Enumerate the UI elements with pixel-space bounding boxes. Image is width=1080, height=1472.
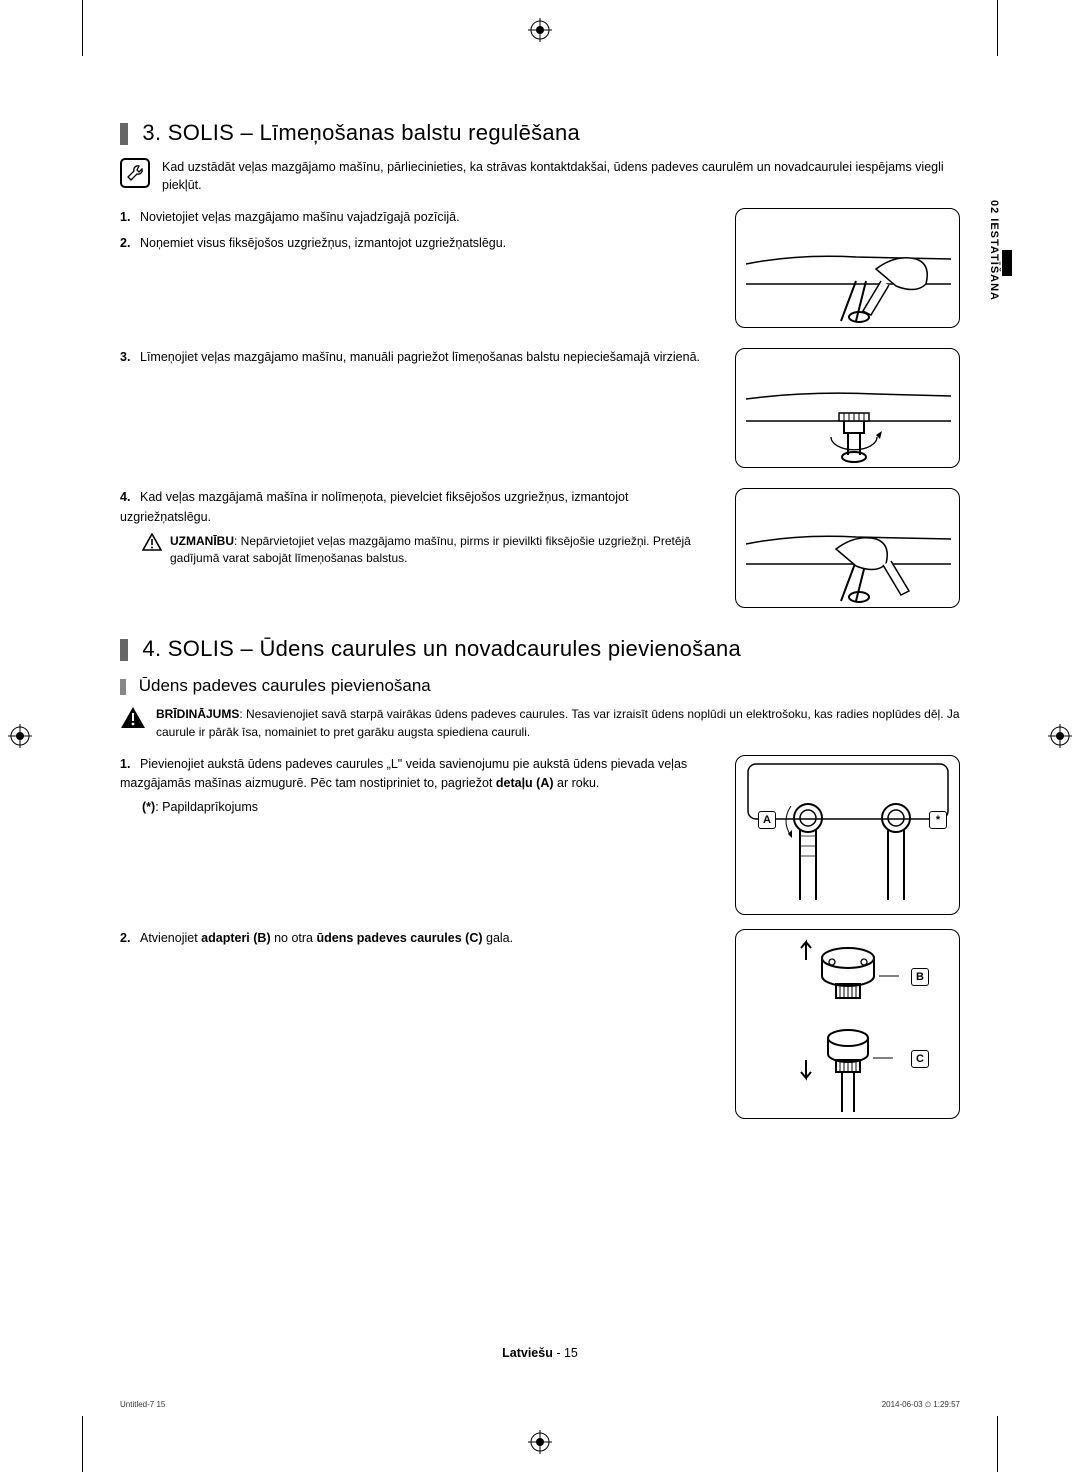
trim-line [997,1416,998,1472]
label-A: A [758,811,776,829]
illustration-hose-connect: A * [735,755,960,915]
caution-block: UZMANĪBU: Nepārvietojiet veļas mazgājamo… [142,533,717,568]
label-star: * [929,811,947,829]
warning-label: BRĪDINĀJUMS [156,707,239,721]
warning-block: BRĪDINĀJUMS: Nesavienojiet savā starpā v… [120,706,960,741]
step-text: Līmeņojiet veļas mazgājamo mašīnu, manuā… [140,350,700,364]
section4-subtitle: Ūdens padeves caurules pievienošana [139,676,431,695]
footer-page: 15 [564,1346,578,1360]
step1-boldA: detaļu (A) [496,776,554,790]
section3-title: 3. SOLIS – Līmeņošanas balstu regulēšana [142,120,580,145]
caution-label: UZMANĪBU [170,534,234,548]
subheading-marker [120,679,126,695]
registration-mark-right [1048,724,1072,748]
registration-mark-bottom [528,1430,552,1454]
meta-right: 2014-06-03 ⏲ 1:29:57 [882,1400,960,1410]
illustration-loosen-nut [735,208,960,328]
label-B: B [911,968,929,986]
heading-marker [120,639,128,661]
step2-text3: gala. [483,931,514,945]
trim-line [82,0,83,56]
note-text: : Papildaprīkojums [155,800,258,814]
step1-text1: Pievienojiet aukstā ūdens padeves caurul… [120,757,687,790]
page-footer: Latviešu - 15 [120,1346,960,1360]
footer-meta: Untitled-7 15 2014-06-03 ⏲ 1:29:57 [120,1400,960,1410]
caution-body: : Nepārvietojiet veļas mazgājamo mašīnu,… [170,534,691,565]
warning-text: BRĪDINĀJUMS: Nesavienojiet savā starpā v… [156,706,960,741]
hose-step2-text: 2.Atvienojiet adapteri (B) no otra ūdens… [120,929,717,948]
step-num: 1. [120,755,140,774]
illustration-tighten-nut [735,488,960,608]
step3-text-block: 3.Līmeņojiet veļas mazgājamo mašīnu, man… [120,348,717,367]
wrench-icon [120,158,150,188]
caution-text: UZMANĪBU: Nepārvietojiet veļas mazgājamo… [170,533,717,568]
step4-text-block: 4.Kad veļas mazgājamā mašīna ir nolīmeņo… [120,488,717,568]
section4-subheading: Ūdens padeves caurules pievienošana [120,676,960,696]
step2-boldC: ūdens padeves caurules (C) [316,931,482,945]
step-text: Novietojiet veļas mazgājamo mašīnu vajad… [140,210,460,224]
step1-text2: ar roku. [554,776,600,790]
step-row-4: 4.Kad veļas mazgājamā mašīna ir nolīmeņo… [120,488,960,608]
meta-left: Untitled-7 15 [120,1400,165,1410]
footer-lang: Latviešu [502,1346,553,1360]
steps-1-2-text: 1.Novietojiet veļas mazgājamo mašīnu vaj… [120,208,717,253]
section3-intro-text: Kad uzstādāt veļas mazgājamo mašīnu, pār… [162,158,960,194]
step2-boldB: adapteri (B) [201,931,270,945]
section3-heading: 3. SOLIS – Līmeņošanas balstu regulēšana [120,120,960,146]
step-num: 2. [120,234,140,253]
illustration-adjust-foot [735,348,960,468]
warning-icon [120,706,146,729]
side-tab: 02 IESTATĪŠANA [988,200,1000,301]
note-bold: (*) [142,800,155,814]
page-content: 02 IESTATĪŠANA 3. SOLIS – Līmeņošanas ba… [120,120,960,1360]
warning-body: : Nesavienojiet savā starpā vairākas ūde… [156,707,960,738]
step-row-3: 3.Līmeņojiet veļas mazgājamo mašīnu, man… [120,348,960,468]
hose-step-2: 2.Atvienojiet adapteri (B) no otra ūdens… [120,929,960,1119]
step-num: 2. [120,929,140,948]
caution-icon [142,533,162,551]
step-text: Kad veļas mazgājamā mašīna ir nolīmeņota… [120,490,628,523]
label-C: C [911,1050,929,1068]
heading-marker [120,123,128,145]
section4-title: 4. SOLIS – Ūdens caurules un novadcaurul… [142,636,741,661]
side-tab-mark [1002,250,1012,276]
step-row-1-2: 1.Novietojiet veļas mazgājamo mašīnu vaj… [120,208,960,328]
hose-step-1: 1.Pievienojiet aukstā ūdens padeves caur… [120,755,960,915]
illustration-adapter: B C [735,929,960,1119]
step2-text2: no otra [271,931,317,945]
trim-line [997,0,998,56]
trim-line [82,1416,83,1472]
step-num: 3. [120,348,140,367]
step2-text1: Atvienojiet [140,931,201,945]
section4-heading: 4. SOLIS – Ūdens caurules un novadcaurul… [120,636,960,662]
step-num: 1. [120,208,140,227]
step-text: Noņemiet visus fiksējošos uzgriežņus, iz… [140,236,506,250]
hose-step1-text: 1.Pievienojiet aukstā ūdens padeves caur… [120,755,717,817]
registration-mark-top [528,18,552,42]
section3-intro: Kad uzstādāt veļas mazgājamo mašīnu, pār… [120,158,960,194]
registration-mark-left [8,724,32,748]
step-num: 4. [120,488,140,507]
